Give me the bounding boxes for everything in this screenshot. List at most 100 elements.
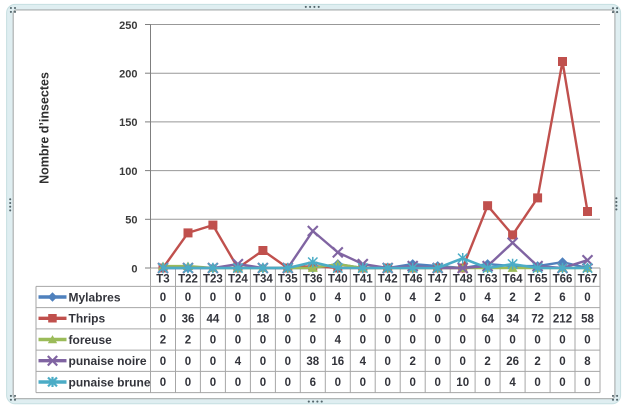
svg-text:0: 0 — [434, 356, 440, 368]
svg-text:0: 0 — [360, 292, 366, 304]
svg-text:foreuse: foreuse — [69, 333, 113, 347]
svg-text:0: 0 — [285, 313, 291, 325]
svg-text:T34: T34 — [253, 274, 273, 286]
svg-text:0: 0 — [384, 292, 390, 304]
svg-text:T64: T64 — [503, 274, 523, 286]
svg-text:200: 200 — [119, 69, 137, 81]
svg-text:2: 2 — [434, 292, 440, 304]
svg-text:0: 0 — [584, 335, 590, 347]
svg-text:T41: T41 — [353, 274, 373, 286]
svg-text:T65: T65 — [528, 274, 548, 286]
svg-text:0: 0 — [285, 377, 291, 389]
svg-text:4: 4 — [335, 292, 342, 304]
svg-text:0: 0 — [534, 377, 540, 389]
svg-text:0: 0 — [210, 292, 216, 304]
svg-text:T22: T22 — [178, 274, 198, 286]
svg-text:0: 0 — [459, 356, 465, 368]
svg-text:0: 0 — [459, 292, 465, 304]
svg-text:2: 2 — [509, 292, 515, 304]
svg-text:0: 0 — [335, 377, 341, 389]
svg-text:punaise brune: punaise brune — [69, 375, 151, 389]
svg-text:0: 0 — [185, 356, 191, 368]
svg-text:0: 0 — [559, 377, 565, 389]
svg-text:0: 0 — [335, 313, 341, 325]
svg-text:T23: T23 — [203, 274, 223, 286]
svg-text:0: 0 — [210, 377, 216, 389]
svg-text:T47: T47 — [428, 274, 448, 286]
svg-text:0: 0 — [185, 292, 191, 304]
svg-text:26: 26 — [506, 356, 519, 368]
svg-text:0: 0 — [484, 377, 490, 389]
svg-text:0: 0 — [260, 356, 266, 368]
svg-text:6: 6 — [559, 292, 565, 304]
svg-text:0: 0 — [210, 335, 216, 347]
svg-text:72: 72 — [531, 313, 544, 325]
svg-text:0: 0 — [384, 377, 390, 389]
svg-text:4: 4 — [360, 356, 367, 368]
svg-text:100: 100 — [119, 166, 137, 178]
svg-text:2: 2 — [409, 356, 415, 368]
svg-text:2: 2 — [534, 292, 540, 304]
svg-text:T42: T42 — [378, 274, 398, 286]
svg-text:Nombre d’insectes: Nombre d’insectes — [38, 72, 52, 184]
svg-text:18: 18 — [257, 313, 270, 325]
svg-text:T46: T46 — [403, 274, 423, 286]
svg-text:0: 0 — [360, 335, 366, 347]
svg-text:0: 0 — [559, 335, 565, 347]
svg-text:T67: T67 — [578, 274, 598, 286]
svg-text:0: 0 — [310, 292, 316, 304]
svg-text:T36: T36 — [303, 274, 323, 286]
svg-text:150: 150 — [119, 117, 137, 129]
svg-text:T3: T3 — [156, 274, 169, 286]
svg-text:0: 0 — [210, 356, 216, 368]
svg-text:0: 0 — [409, 313, 415, 325]
svg-text:0: 0 — [360, 313, 366, 325]
svg-text:2: 2 — [310, 313, 316, 325]
svg-text:4: 4 — [235, 356, 242, 368]
svg-text:6: 6 — [310, 377, 316, 389]
svg-text:250: 250 — [119, 20, 137, 32]
svg-text:0: 0 — [409, 377, 415, 389]
svg-text:8: 8 — [584, 356, 591, 368]
svg-text:4: 4 — [509, 377, 516, 389]
svg-text:10: 10 — [456, 377, 469, 389]
svg-text:0: 0 — [131, 263, 137, 275]
svg-text:36: 36 — [182, 313, 195, 325]
svg-text:0: 0 — [409, 335, 415, 347]
svg-text:16: 16 — [331, 356, 344, 368]
svg-text:0: 0 — [160, 377, 166, 389]
svg-text:0: 0 — [310, 335, 316, 347]
svg-text:0: 0 — [235, 335, 241, 347]
svg-text:0: 0 — [384, 335, 390, 347]
svg-text:44: 44 — [207, 313, 220, 325]
svg-text:34: 34 — [506, 313, 519, 325]
svg-text:0: 0 — [384, 313, 390, 325]
svg-text:T40: T40 — [328, 274, 348, 286]
svg-text:0: 0 — [285, 335, 291, 347]
svg-text:2: 2 — [160, 335, 166, 347]
svg-text:T24: T24 — [228, 274, 248, 286]
svg-text:T48: T48 — [453, 274, 473, 286]
svg-text:2: 2 — [185, 335, 191, 347]
svg-text:T63: T63 — [478, 274, 498, 286]
svg-text:2: 2 — [484, 356, 490, 368]
svg-text:punaise noire: punaise noire — [69, 354, 147, 368]
svg-text:0: 0 — [235, 313, 241, 325]
svg-text:0: 0 — [534, 335, 540, 347]
svg-text:64: 64 — [481, 313, 494, 325]
svg-text:58: 58 — [581, 313, 594, 325]
svg-text:38: 38 — [306, 356, 319, 368]
svg-text:T66: T66 — [553, 274, 573, 286]
svg-text:0: 0 — [384, 356, 390, 368]
svg-text:0: 0 — [459, 313, 465, 325]
svg-text:0: 0 — [160, 356, 166, 368]
svg-text:0: 0 — [584, 292, 590, 304]
svg-text:0: 0 — [160, 313, 166, 325]
svg-text:0: 0 — [160, 292, 166, 304]
svg-text:0: 0 — [584, 377, 590, 389]
svg-text:4: 4 — [484, 292, 491, 304]
svg-text:0: 0 — [185, 377, 191, 389]
svg-text:0: 0 — [285, 292, 291, 304]
svg-text:0: 0 — [434, 377, 440, 389]
svg-text:0: 0 — [459, 335, 465, 347]
